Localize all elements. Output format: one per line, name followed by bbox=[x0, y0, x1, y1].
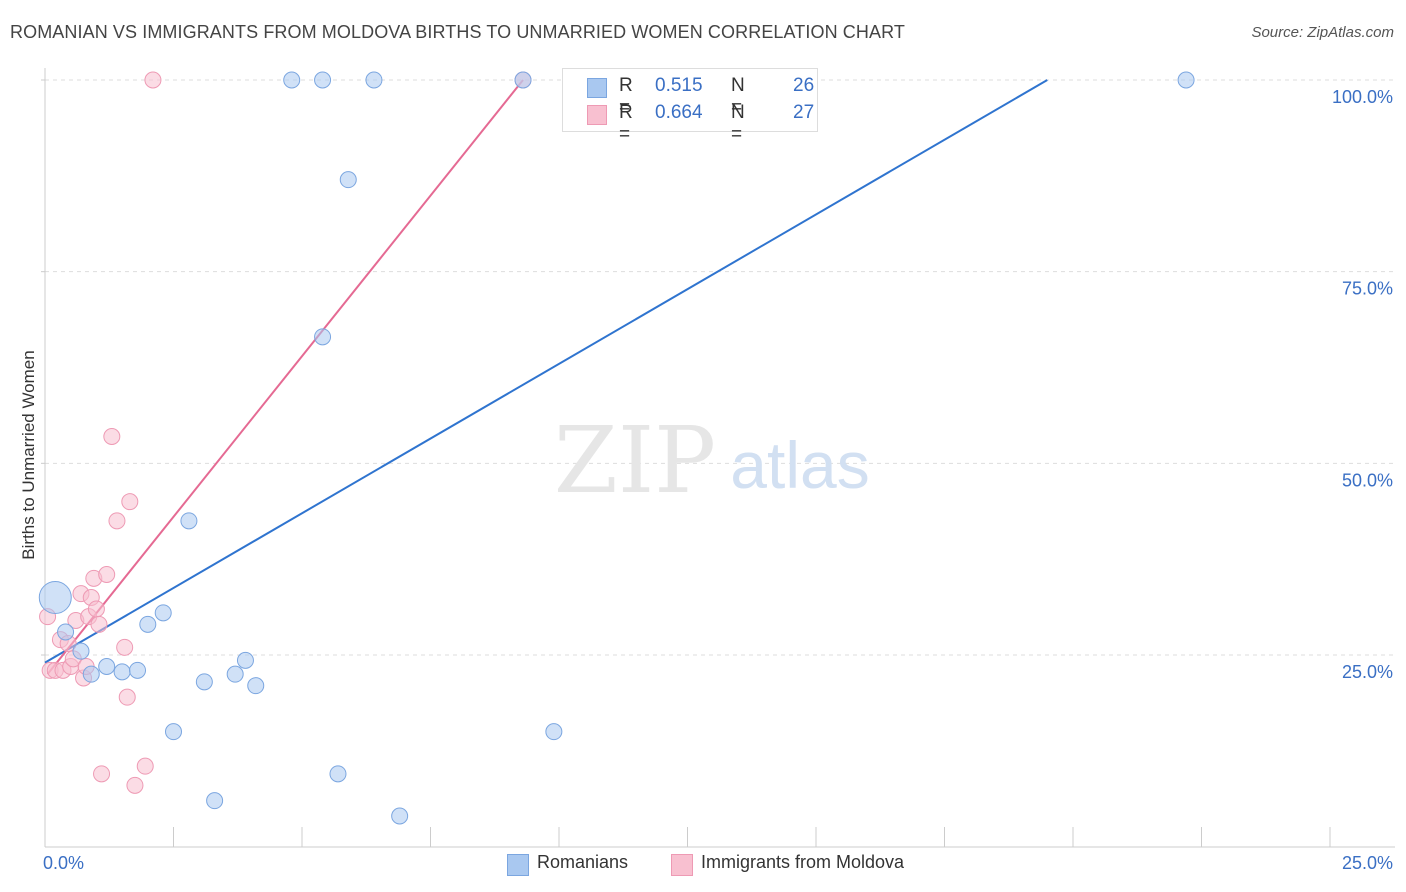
legend-n-label: N = bbox=[731, 75, 745, 118]
point-romanians bbox=[247, 677, 265, 695]
legend: R = 0.515 N = 26 R = 0.664 N = 27 bbox=[562, 68, 818, 145]
point-romanians bbox=[391, 807, 409, 825]
y-tick-label: 25.0% bbox=[1342, 662, 1393, 682]
watermark-zip: ZIP bbox=[554, 407, 716, 514]
point-moldova bbox=[93, 765, 111, 783]
point-romanians bbox=[113, 663, 131, 681]
point-romanians bbox=[154, 604, 172, 622]
legend-r-label: R = bbox=[619, 75, 633, 118]
legend-n-value-romanians: 26 bbox=[793, 75, 815, 96]
point-romanians bbox=[139, 615, 157, 633]
point-romanians bbox=[82, 665, 100, 683]
point-moldova bbox=[126, 776, 144, 794]
point-romanians bbox=[226, 665, 244, 683]
y-tick-label: 100.0% bbox=[1332, 87, 1393, 107]
point-moldova bbox=[98, 566, 116, 583]
point-romanians bbox=[514, 71, 532, 89]
point-romanians bbox=[180, 512, 198, 530]
point-moldova bbox=[116, 638, 134, 656]
point-moldova bbox=[108, 512, 126, 530]
point-moldova bbox=[118, 688, 136, 706]
point-romanians bbox=[339, 171, 357, 189]
trend-line-moldova bbox=[46, 79, 524, 675]
legend-swatch-romanians bbox=[587, 78, 607, 98]
bottom-legend-label-moldova: Immigrants from Moldova bbox=[701, 852, 905, 872]
point-moldova bbox=[90, 615, 108, 633]
point-romanians bbox=[129, 661, 147, 679]
point-romanians bbox=[314, 71, 332, 89]
legend-swatch-moldova bbox=[587, 105, 607, 125]
point-moldova bbox=[121, 493, 139, 511]
legend-n-label: N = bbox=[731, 102, 745, 145]
point-romanians bbox=[38, 581, 72, 614]
watermark-atlas: atlas bbox=[730, 428, 869, 502]
legend-r-label: R = bbox=[619, 102, 633, 145]
x-tick-label-max: 25.0% bbox=[1342, 853, 1393, 873]
point-moldova bbox=[87, 600, 105, 618]
trend-line-romanians bbox=[44, 79, 1048, 664]
point-romanians bbox=[545, 723, 563, 741]
point-moldova bbox=[144, 71, 162, 89]
point-romanians bbox=[195, 673, 213, 691]
legend-n-value-moldova: 27 bbox=[793, 102, 815, 123]
chart-title: ROMANIAN VS IMMIGRANTS FROM MOLDOVA BIRT… bbox=[10, 22, 905, 42]
x-tick-label-min: 0.0% bbox=[43, 853, 84, 873]
legend-r-value-moldova: 0.664 bbox=[655, 102, 703, 123]
point-romanians bbox=[283, 71, 301, 89]
bottom-legend-swatch-romanians bbox=[507, 854, 529, 876]
point-romanians bbox=[98, 658, 116, 675]
point-romanians bbox=[236, 651, 254, 669]
point-romanians bbox=[57, 623, 75, 641]
bottom-legend-label-romanians: Romanians bbox=[537, 852, 629, 872]
y-tick-label: 50.0% bbox=[1342, 470, 1393, 490]
point-romanians bbox=[1177, 71, 1195, 89]
point-romanians bbox=[165, 723, 182, 741]
point-romanians bbox=[314, 328, 332, 346]
source-label: Source: ZipAtlas.com bbox=[1251, 24, 1394, 41]
point-moldova bbox=[103, 428, 121, 445]
y-tick-label: 75.0% bbox=[1342, 279, 1393, 299]
point-romanians bbox=[365, 71, 383, 89]
legend-r-value-romanians: 0.515 bbox=[655, 75, 703, 96]
point-romanians bbox=[206, 792, 224, 810]
bottom-legend-swatch-moldova bbox=[671, 854, 693, 876]
point-moldova bbox=[136, 757, 154, 775]
point-romanians bbox=[329, 765, 347, 783]
point-romanians bbox=[72, 642, 90, 660]
